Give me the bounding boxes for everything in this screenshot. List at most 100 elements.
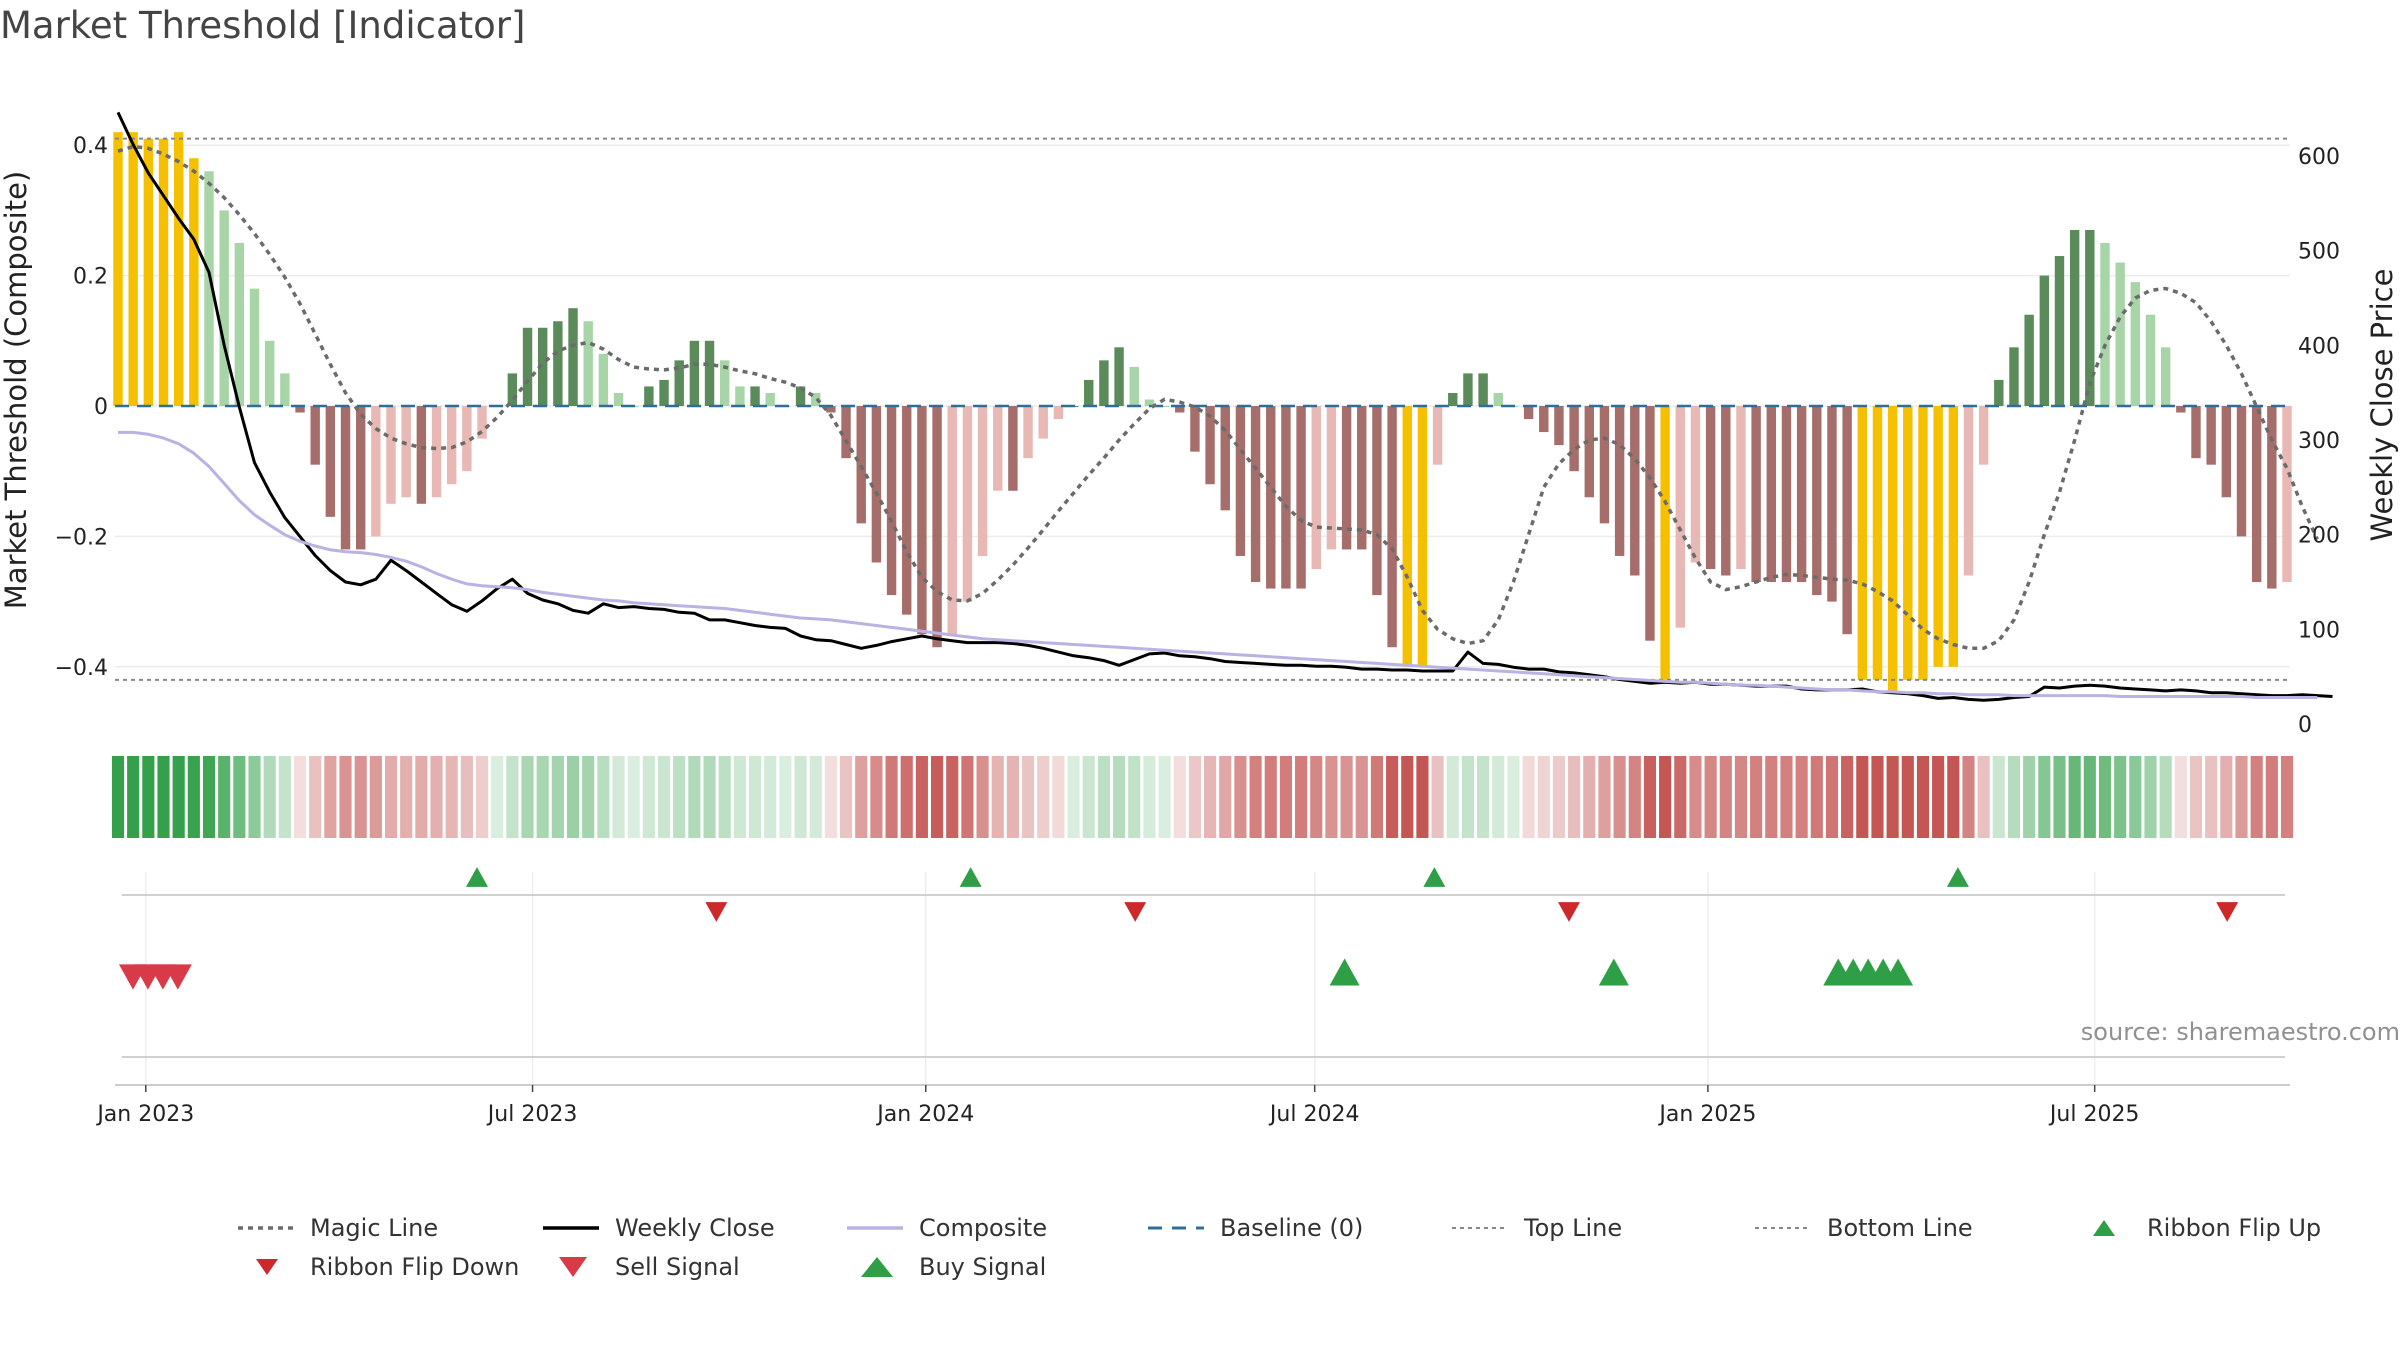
ribbon-cell [2205,756,2218,838]
ribbon-cell [293,756,307,838]
ribbon-cell [733,756,746,838]
histogram-bar [1220,406,1230,511]
ribbon-cell [384,756,398,838]
histogram-bar [2130,282,2141,406]
ribbon-cell [2098,756,2112,838]
histogram-bar [1296,406,1306,589]
histogram-bar [1903,406,1913,680]
histogram-bar [826,406,836,413]
ribbon-cell [1128,756,1141,838]
ribbon-flip-up-marker [959,867,982,887]
source-note: source: sharemaestro.com [2080,1018,2400,1046]
histogram-bar [1266,406,1276,589]
histogram-bar [1205,406,1215,485]
sell-signal-marker [163,964,192,990]
histogram-bar [1554,406,1564,446]
histogram-bar [568,308,578,406]
ribbon-cell [1841,756,1854,838]
ribbon-cell [1765,756,1778,838]
ribbon-cell [1052,756,1065,838]
ribbon-cell [1188,756,1201,838]
ribbon-cell [915,756,928,838]
ribbon-cell [491,756,504,838]
ribbon-cell [2159,756,2172,838]
legend-item: Sell Signal [559,1253,740,1281]
ribbon-cell [1977,756,1990,838]
histogram-bar [189,158,199,406]
legend-item: Ribbon Flip Down [256,1253,519,1281]
x-tick-label: Jan 2025 [1657,1102,1756,1127]
ribbon-cell [1204,756,1217,838]
ribbon-cell [1446,756,1459,838]
ribbon-cell [2220,756,2233,838]
ribbon-cell [976,756,989,838]
histogram-bar [598,353,609,406]
ribbon-cell [1113,756,1126,838]
ribbon-cell [1401,756,1414,838]
histogram-bar [401,406,411,498]
ribbon-cell [2114,756,2127,838]
ribbon-cell [870,756,883,838]
ribbon-cell [157,756,170,838]
ribbon-cell [1310,756,1323,838]
histogram-bar [522,327,533,406]
ribbon-cell [202,756,216,838]
x-tick-label: Jul 2023 [486,1102,578,1127]
ribbon-cell [475,756,489,838]
histogram-bar [1235,406,1246,556]
histogram-bar [1736,406,1746,569]
legend-item: Top Line [1452,1214,1622,1242]
ribbon-cell [460,756,473,838]
histogram-bar [2267,406,2277,589]
histogram-bar [2206,406,2216,465]
histogram-bar [2251,406,2262,583]
ribbon-strip [111,756,2294,838]
histogram-bar [431,406,442,498]
histogram-bar [537,327,548,406]
legend-item: Magic Line [238,1214,438,1242]
ribbon-cell [824,756,837,838]
histogram-bar [1053,406,1064,420]
ribbon-cell [1825,756,1839,838]
ribbon-cell [2053,756,2066,838]
histogram-bar [2176,406,2186,413]
histogram-bar [1326,406,1337,550]
ribbon-cell [248,756,261,838]
grid-lines [115,144,2290,1085]
ribbon-cell [1856,756,1869,838]
ribbon-flip-down-marker [1557,902,1580,922]
histogram-bar [1387,406,1397,648]
histogram-bar [1357,406,1367,550]
ribbon-cell [961,756,974,838]
ribbon-cell [1082,756,1095,838]
x-tick-label: Jan 2023 [95,1102,194,1127]
ribbon-cell [2068,756,2081,838]
ribbon-cell [642,756,655,838]
histogram-bar [1311,406,1321,569]
ribbon-cell [1598,756,1611,838]
histogram-bar [1584,406,1594,498]
y-tick-label-right: 100 [2298,618,2340,643]
histogram-bar [1630,406,1640,576]
histogram-bar [1023,406,1033,459]
ribbon-cell [1552,756,1566,838]
histogram-bar [1918,406,1928,680]
histogram-bar [704,340,715,406]
ribbon-cell [187,756,200,838]
histogram-bar [2100,243,2110,406]
histogram-bar [1523,406,1534,420]
ribbon-cell [2235,756,2248,838]
ribbon-cell [1719,756,1732,838]
ribbon-cell [2007,756,2021,838]
ribbon-cell [1097,756,1110,838]
ribbon-cell [930,756,944,838]
ribbon-cell [1037,756,1050,838]
histogram-bar [1872,406,1883,680]
y-tick-label-left: 0 [94,395,108,420]
y-axis-title-right: Weekly Close Price [2365,269,2399,542]
y-tick-label-right: 0 [2298,713,2312,738]
ribbon-cell [2038,756,2051,838]
histogram-bar [477,406,487,439]
histogram-bar [1721,406,1731,576]
histogram-bar [1539,406,1549,433]
